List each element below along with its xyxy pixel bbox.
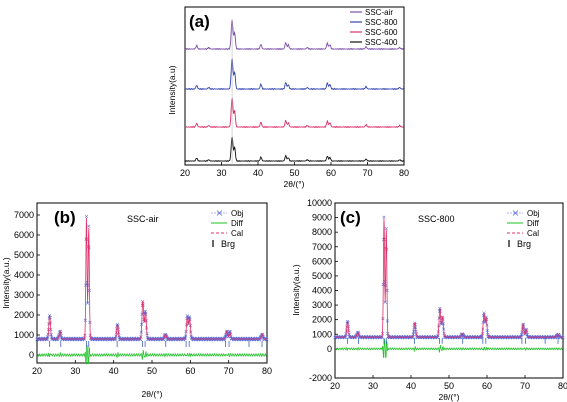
y-tick-label: 4000 xyxy=(312,286,332,296)
y-tick-label: 0 xyxy=(29,350,34,360)
x-tick-label: 20 xyxy=(32,366,42,376)
diff-line xyxy=(334,339,563,359)
x-tick-label: 40 xyxy=(109,366,119,376)
y-tick-label: 5000 xyxy=(312,271,332,281)
y-tick-label: 8000 xyxy=(312,227,332,237)
y-tick-label: 3000 xyxy=(312,300,332,310)
panel-b-plot xyxy=(35,214,269,365)
y-tick-label: 3000 xyxy=(14,290,34,300)
y-tick-label: 7000 xyxy=(14,210,34,220)
panel-a-series-line xyxy=(184,20,404,51)
panel-b-ylabel: Intensity(a.u.) xyxy=(1,257,11,309)
legend-brg-label: Brg xyxy=(221,239,235,249)
legend-obj-marker xyxy=(512,210,519,216)
legend-obj-label: Obj xyxy=(231,209,244,218)
x-tick-label: 50 xyxy=(147,366,157,376)
panel-a-ylabel: Intensity(a.u) xyxy=(167,65,177,114)
y-tick-label: 4000 xyxy=(14,270,34,280)
panel-a-x-axis: 20 30 40 50 60 70 80 xyxy=(180,162,409,178)
panel-a-x-tick-label: 20 xyxy=(180,168,190,178)
y-tick-label: 7000 xyxy=(312,242,332,252)
panel-a-label: (a) xyxy=(189,12,210,31)
legend-diff-label: Diff xyxy=(527,219,540,228)
panel-a-series xyxy=(184,19,404,165)
legend-obj-label: Obj xyxy=(527,209,540,218)
x-tick-label: 60 xyxy=(185,366,195,376)
panel-a-x-tick-label: 40 xyxy=(253,168,263,178)
x-tick-label: 40 xyxy=(406,381,416,391)
x-tick-label: 30 xyxy=(70,366,80,376)
x-tick-label: 70 xyxy=(224,366,234,376)
panel-a-legend-label: SSC-800 xyxy=(365,18,398,27)
x-tick-label: 50 xyxy=(444,381,454,391)
cal-line xyxy=(335,218,563,338)
y-tick-label: 2000 xyxy=(14,310,34,320)
panel-a-x-tick-label: 80 xyxy=(399,168,409,178)
y-tick-label: 10000 xyxy=(307,198,332,208)
y-tick-label: 9000 xyxy=(312,213,332,223)
x-tick-label: 60 xyxy=(482,381,492,391)
panel-a-legend-label: SSC-400 xyxy=(365,38,398,47)
y-tick-label: 0 xyxy=(327,344,332,354)
y-tick-label: 6000 xyxy=(14,230,34,240)
x-tick-label: 80 xyxy=(262,366,272,376)
panel-c-sample-label: SSC-800 xyxy=(418,214,455,224)
panel-a-series-line xyxy=(184,58,404,91)
x-tick-label: 70 xyxy=(520,381,530,391)
panel-b-label: (b) xyxy=(54,208,76,227)
panel-a-series-line xyxy=(184,136,404,163)
panel-c-xlabel: 2θ/(°) xyxy=(439,392,460,402)
x-tick-label: 30 xyxy=(368,381,378,391)
panel-c-label: (c) xyxy=(340,208,361,227)
diff-line xyxy=(36,345,267,365)
panel-a-x-tick-label: 70 xyxy=(362,168,372,178)
panel-b: (b) SSC-air Intensity(a.u.) 2θ/(°) 20 30 4… xyxy=(1,202,272,399)
legend-cal-label: Cal xyxy=(231,229,243,238)
x-tick-label: 80 xyxy=(558,381,567,391)
panel-b-axes: 20 30 40 50 60 70 80 0 1000 2000 3000 4000 5000 6000 7… xyxy=(14,210,272,376)
y-tick-label: 1000 xyxy=(312,329,332,339)
panel-a-x-tick-label: 60 xyxy=(326,168,336,178)
legend-obj-marker xyxy=(216,210,223,216)
panel-c: (c) SSC-800 Intensity(a.u.) 2θ/(°) 20 30 4… xyxy=(291,198,567,402)
panel-a-x-tick-label: 30 xyxy=(216,168,226,178)
y-tick-label: 6000 xyxy=(312,256,332,266)
legend-diff-label: Diff xyxy=(231,219,244,228)
panel-c-plot xyxy=(333,215,565,359)
panel-a-legend-label: SSC-air xyxy=(365,8,393,17)
x-tick-label: 20 xyxy=(330,381,340,391)
panel-a-series-line xyxy=(184,97,404,129)
panel-c-ylabel: Intensity(a.u.) xyxy=(291,264,301,316)
y-tick-label: 1000 xyxy=(14,330,34,340)
cal-line xyxy=(37,217,267,340)
panel-b-xlabel: 2θ/(°) xyxy=(142,389,163,399)
panel-a-legend-label: SSC-600 xyxy=(365,28,398,37)
legend-cal-label: Cal xyxy=(527,229,539,238)
panel-a-xlabel: 2θ/(°) xyxy=(284,179,305,189)
panel-a: (a) Intensity(a.u) 2θ/(°) 20 30 40 50 60 70 80… xyxy=(167,6,409,189)
y-tick-label: 2000 xyxy=(312,315,332,325)
panel-c-axes: 20 30 40 50 60 70 80 -2000 0 1000 2000 3000 4000 5000… xyxy=(307,198,567,391)
panel-b-sample-label: SSC-air xyxy=(127,214,159,224)
panel-a-x-tick-label: 50 xyxy=(289,168,299,178)
y-tick-label: 5000 xyxy=(14,250,34,260)
legend-brg-label: Brg xyxy=(517,239,531,249)
y-tick-label: -2000 xyxy=(309,373,332,383)
